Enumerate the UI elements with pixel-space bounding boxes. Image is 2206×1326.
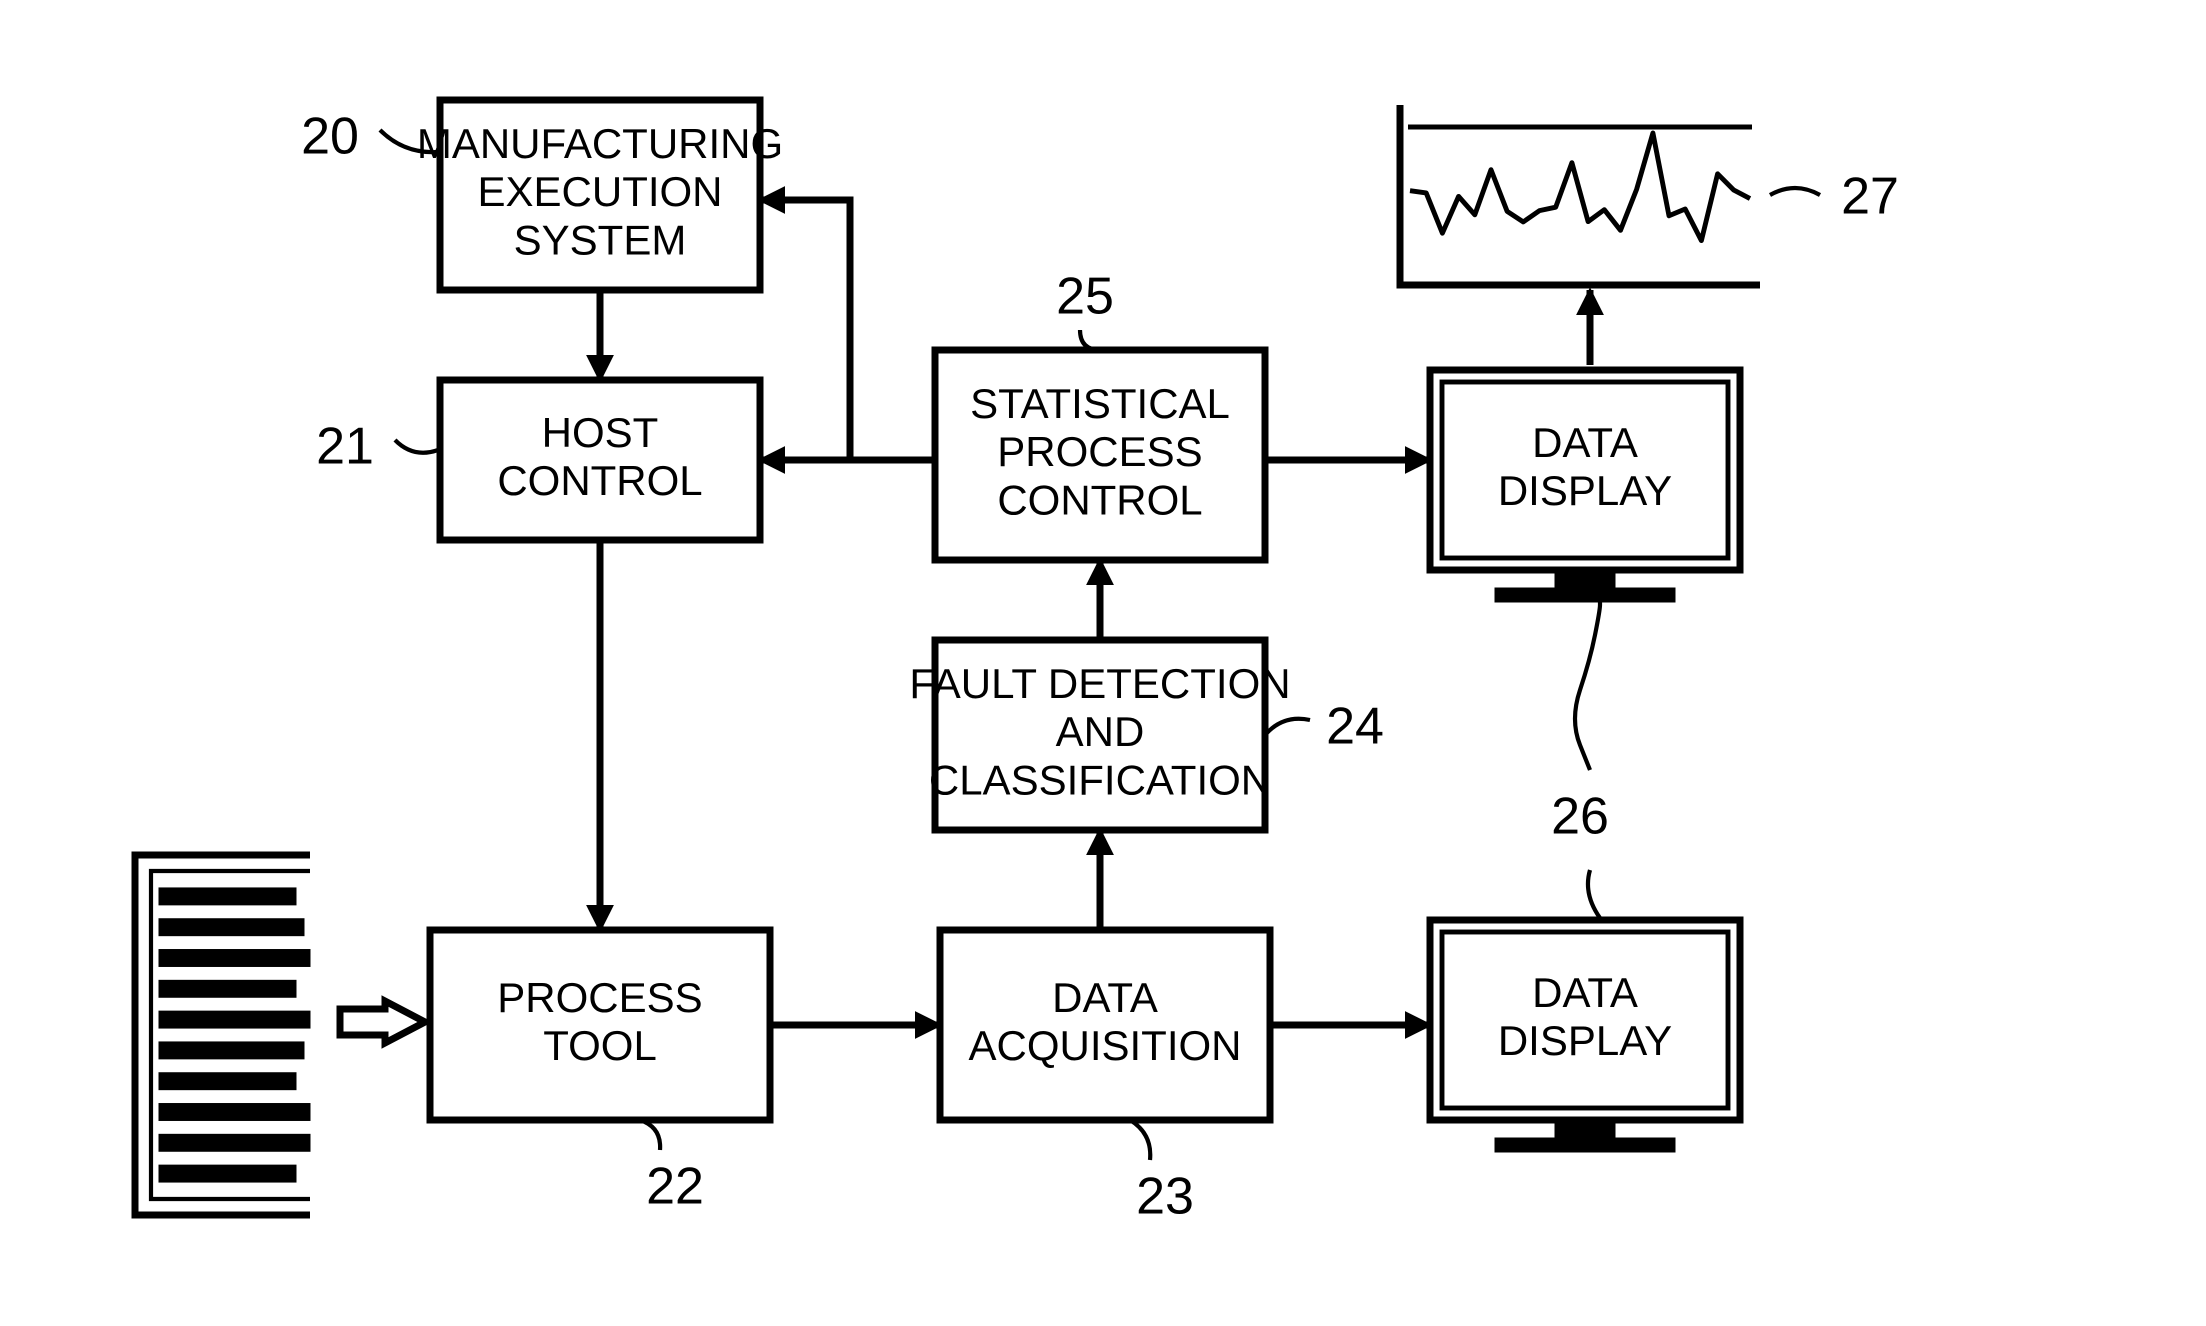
ref-label-mes: 20: [301, 108, 359, 166]
node-mes: MANUFACTURINGEXECUTIONSYSTEM: [417, 100, 783, 290]
ref-label-spc: 25: [1056, 268, 1114, 326]
node-process-label-1: TOOL: [543, 1022, 657, 1069]
ref-label-disp1: 26: [1551, 788, 1609, 846]
node-mes-label-1: EXECUTION: [477, 168, 722, 215]
node-host: HOSTCONTROL: [440, 380, 760, 540]
node-daq-label-0: DATA: [1052, 974, 1158, 1021]
node-host-label-0: HOST: [542, 409, 659, 456]
node-spc: STATISTICALPROCESSCONTROL: [935, 350, 1265, 560]
ref-label-daq: 23: [1136, 1168, 1194, 1226]
ref-leader-disp1: [1575, 600, 1600, 770]
node-disp1-label-1: DISPLAY: [1498, 467, 1672, 514]
node-spc-label-1: PROCESS: [997, 428, 1202, 475]
ref-leader-fdc: [1265, 719, 1310, 735]
node-fdc-label-0: FAULT DETECTION: [909, 660, 1290, 707]
node-process-label-0: PROCESS: [497, 974, 702, 1021]
node-spc-label-0: STATISTICAL: [970, 380, 1230, 427]
node-process: PROCESSTOOL: [430, 930, 770, 1120]
node-disp2-label-1: DISPLAY: [1498, 1017, 1672, 1064]
node-mes-label-2: SYSTEM: [514, 216, 687, 263]
node-disp2-label-0: DATA: [1532, 969, 1638, 1016]
ref-leader-process: [640, 1120, 660, 1150]
ref-label-chart: 27: [1841, 168, 1899, 226]
node-fdc-label-2: CLASSIFICATION: [929, 756, 1271, 803]
node-fdc: FAULT DETECTIONANDCLASSIFICATION: [909, 640, 1290, 830]
ref-leader-daq: [1130, 1120, 1150, 1160]
ref-leader-disp2: [1588, 870, 1600, 918]
input-arrow-icon: [340, 1001, 425, 1043]
ref-label-host: 21: [316, 418, 374, 476]
ref-label-process: 22: [646, 1158, 704, 1216]
ref-leader-chart: [1770, 188, 1820, 195]
node-disp2: DATADISPLAY: [1430, 920, 1740, 1152]
node-host-label-1: CONTROL: [497, 457, 702, 504]
edge-spc_branch-mes: [760, 200, 850, 460]
node-chart: [1400, 105, 1760, 285]
node-fdc-label-1: AND: [1056, 708, 1145, 755]
wafer-cassette-icon: [135, 855, 425, 1215]
ref-leader-host: [395, 440, 438, 453]
ref-label-fdc: 24: [1326, 698, 1384, 756]
node-daq-label-1: ACQUISITION: [968, 1022, 1241, 1069]
node-spc-label-2: CONTROL: [997, 476, 1202, 523]
node-mes-label-0: MANUFACTURING: [417, 120, 783, 167]
node-daq: DATAACQUISITION: [940, 930, 1270, 1120]
node-disp1-label-0: DATA: [1532, 419, 1638, 466]
node-disp1: DATADISPLAY: [1430, 370, 1740, 602]
